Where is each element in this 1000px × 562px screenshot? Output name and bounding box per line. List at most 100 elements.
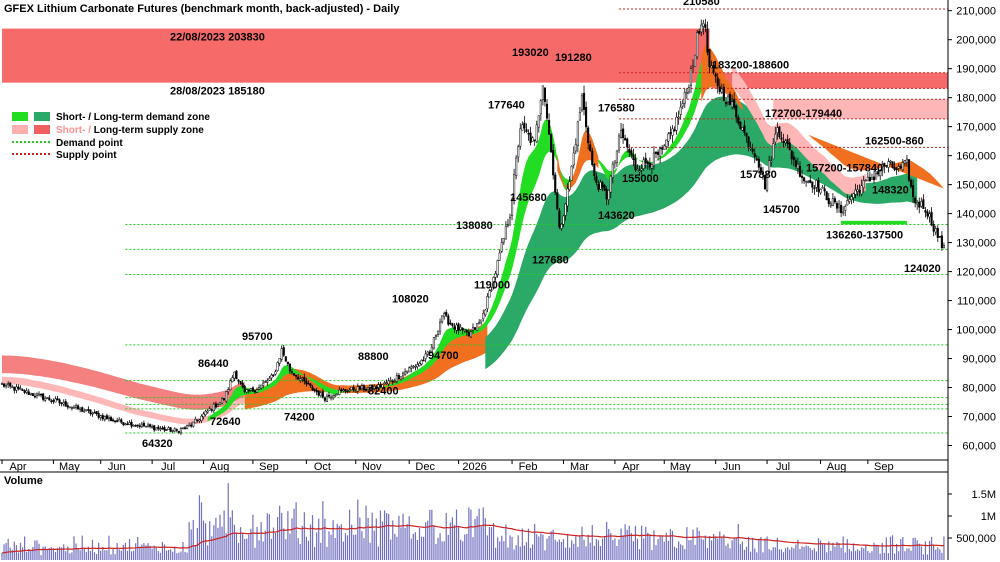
volume-bar <box>192 519 194 560</box>
volume-bar <box>776 537 778 560</box>
volume-bar <box>128 539 131 560</box>
candle-body <box>401 372 405 377</box>
volume-bar <box>861 547 863 560</box>
candle-body <box>543 87 547 102</box>
volume-bar <box>332 520 334 560</box>
candle-body <box>498 252 501 261</box>
candle-body <box>502 237 505 243</box>
volume-bar <box>741 541 743 560</box>
volume-bar <box>394 533 396 560</box>
y-tick-label: 60,000 <box>962 441 996 453</box>
candle-body <box>562 215 565 225</box>
volume-bar <box>729 548 731 560</box>
volume-bar <box>65 551 67 560</box>
candle-body <box>62 401 65 405</box>
volume-bar <box>764 538 766 560</box>
volume-bar <box>896 543 898 560</box>
candle-body <box>924 210 927 213</box>
price-annotation: 64320 <box>142 438 173 450</box>
candle-body <box>554 174 557 193</box>
x-tick-label: 2026 <box>462 461 486 473</box>
candle-body <box>539 100 542 115</box>
candle-body <box>171 430 174 432</box>
candle-body <box>881 164 884 171</box>
candle-body <box>31 393 34 396</box>
volume-bar <box>836 541 838 560</box>
volume-bar <box>603 536 606 560</box>
candle-body <box>225 391 228 402</box>
volume-bar <box>69 553 71 560</box>
volume-bar <box>698 531 700 560</box>
volume-bar <box>77 548 79 560</box>
candle-body <box>819 188 822 194</box>
volume-bar <box>488 527 491 560</box>
volume-bar <box>651 550 653 560</box>
candle-body <box>288 363 291 372</box>
volume-bar <box>159 552 161 560</box>
x-tick-label: Mar <box>570 461 589 473</box>
candle-body <box>338 389 341 395</box>
volume-bar <box>898 551 900 560</box>
candle-body <box>354 391 357 393</box>
x-tick-label: Apr <box>9 461 26 473</box>
volume-bar <box>912 537 914 560</box>
candle-body <box>342 389 345 392</box>
volume-bar <box>756 552 758 560</box>
volume-bar <box>283 528 285 560</box>
volume-bar <box>52 548 55 560</box>
candle-body <box>887 161 890 168</box>
volume-bar <box>906 548 908 560</box>
candle-body <box>914 197 917 203</box>
supply-zone-bottom-label: 28/08/2023 185180 <box>170 86 265 98</box>
volume-bar <box>71 552 73 560</box>
volume-bar <box>48 548 50 560</box>
volume-bar <box>470 509 472 560</box>
candle-body <box>560 224 563 229</box>
candle-body <box>580 95 584 111</box>
volume-bar <box>499 541 501 560</box>
candle-body <box>128 422 131 425</box>
candle-body <box>891 161 894 168</box>
supply-zone-172700 <box>773 99 948 119</box>
candle-body <box>706 28 709 53</box>
candle-body <box>796 163 799 169</box>
price-annotation: 162500-860 <box>865 135 924 147</box>
candle-body <box>307 383 310 385</box>
long-term-demand-band <box>485 96 918 370</box>
x-tick-label: Jun <box>108 461 126 473</box>
candle-body <box>718 86 721 92</box>
volume-bar <box>252 514 254 560</box>
candle-body <box>461 328 464 331</box>
volume-bar <box>274 533 277 560</box>
volume-bar <box>351 524 353 560</box>
candle-body <box>628 148 631 153</box>
volume-bar <box>731 540 733 560</box>
candle-body <box>842 211 845 214</box>
volume-bar <box>285 539 287 560</box>
candle-body <box>517 146 520 158</box>
candle-body <box>422 359 425 362</box>
price-annotation: 143620 <box>598 210 635 222</box>
candle-body <box>56 398 59 401</box>
volume-bar <box>79 550 81 560</box>
volume-bar <box>268 514 270 560</box>
volume-bar <box>511 536 513 560</box>
volume-bar <box>408 516 410 560</box>
candle-body <box>48 397 51 401</box>
volume-bar <box>655 545 657 560</box>
volume-bar <box>390 539 392 560</box>
volume-moving-average <box>1 524 945 554</box>
candle-body <box>564 203 567 216</box>
price-annotation: 145700 <box>763 204 800 216</box>
candle-body <box>375 386 378 389</box>
volume-bar <box>702 539 704 560</box>
candle-body <box>17 386 20 389</box>
candle-body <box>763 175 767 190</box>
volume-bar <box>807 546 809 560</box>
price-annotation: 86440 <box>198 358 229 370</box>
candle-body <box>116 420 119 422</box>
candle-body <box>447 315 450 325</box>
volume-bar <box>433 526 435 560</box>
volume-bar <box>682 545 684 560</box>
x-tick-label: Feb <box>519 461 538 473</box>
